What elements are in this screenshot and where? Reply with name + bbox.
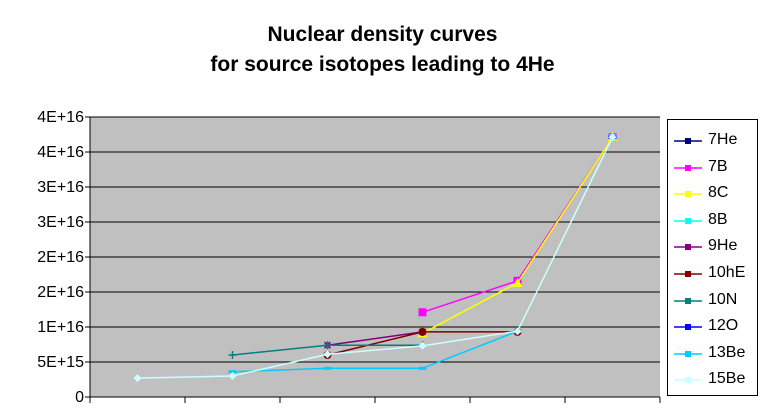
data-point-10n — [228, 351, 237, 359]
legend-item-10n: 10N — [674, 287, 737, 313]
data-point-13be — [323, 366, 332, 370]
legend-item-7he: 7He — [674, 127, 737, 153]
legend-label: 13Be — [708, 343, 746, 361]
legend-swatch — [674, 373, 702, 385]
legend-label: 7He — [708, 131, 738, 148]
legend-swatch — [674, 161, 702, 173]
legend-label: 10hE — [708, 264, 746, 281]
legend: 7He 7B 8C 8B 9He 10hE 10N 12O 13Be 15Be — [667, 119, 758, 396]
data-point-7b — [418, 308, 427, 317]
data-point-15be — [418, 341, 427, 350]
y-tick-label: 4E+16 — [37, 109, 84, 126]
legend-item-12o: 12O — [674, 313, 738, 339]
y-tick-label: 2E+16 — [37, 284, 84, 301]
data-point-13be — [418, 366, 427, 370]
legend-item-9he: 9He — [674, 233, 737, 259]
data-point-15be — [513, 327, 522, 336]
legend-swatch — [674, 320, 702, 332]
data-point-13be — [228, 370, 237, 374]
y-tick-label: 3E+16 — [37, 214, 84, 231]
legend-item-8c: 8C — [674, 180, 728, 206]
y-tick-label: 2E+16 — [37, 249, 84, 266]
legend-swatch — [674, 267, 702, 279]
y-tick-label: 5E+15 — [37, 354, 84, 371]
legend-label: 10N — [708, 290, 738, 308]
y-tick-label: 0 — [75, 389, 84, 406]
legend-item-7b: 7B — [674, 154, 728, 180]
chart-title-line-2: for source isotopes leading to 4He — [210, 53, 555, 76]
legend-label: 8B — [708, 210, 728, 228]
y-tick-label: 1E+16 — [37, 319, 84, 336]
chart-title: Nuclear density curves for source isotop… — [0, 20, 765, 80]
series-line-9he — [327, 331, 423, 346]
data-point-15be — [228, 372, 237, 380]
legend-item-10he: 10hE — [674, 260, 745, 286]
legend-label: 8C — [708, 184, 729, 202]
series-line-13be — [232, 330, 518, 373]
legend-item-13be: 13Be — [674, 340, 745, 366]
legend-label: 7B — [708, 157, 728, 175]
legend-label: 12O — [708, 317, 739, 335]
series-line-15be — [137, 136, 614, 379]
data-point-15be — [608, 133, 617, 142]
legend-item-15be: 15Be — [674, 366, 745, 392]
legend-swatch — [674, 214, 702, 226]
data-point-8c — [512, 277, 523, 287]
data-point-15be — [133, 374, 142, 383]
legend-swatch — [674, 347, 702, 359]
chart-title-line-1: Nuclear density curves — [267, 23, 498, 46]
data-point-15be — [323, 350, 332, 359]
legend-label: 9He — [708, 237, 738, 255]
y-tick-label: 4E+16 — [37, 144, 84, 161]
legend-swatch — [674, 294, 702, 306]
y-tick-label: 3E+16 — [37, 179, 84, 196]
legend-item-8b: 8B — [674, 207, 728, 233]
legend-label: 15Be — [708, 370, 746, 388]
data-point-10n — [323, 341, 332, 350]
data-point-10he — [418, 327, 427, 336]
legend-swatch — [674, 187, 702, 199]
legend-swatch — [674, 134, 702, 146]
legend-swatch — [674, 240, 702, 252]
